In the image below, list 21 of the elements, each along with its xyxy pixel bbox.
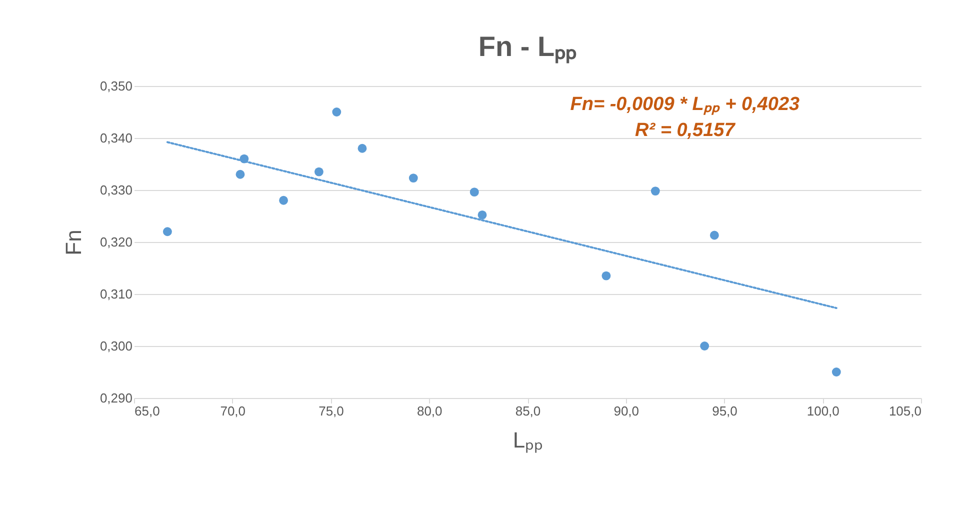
x-tick-label: 95,0 [712, 404, 738, 418]
y-tick-label: 0,340 [100, 130, 132, 146]
y-tick-label: 0,310 [100, 286, 132, 302]
x-tick-label: 80,0 [416, 404, 442, 418]
y-tick-label: 0,300 [100, 338, 132, 354]
annotation: Fn= -0,0009 * Lₚₚ + 0,4023 [570, 94, 800, 115]
chart-title: Fn - Lₚₚ [478, 31, 577, 64]
x-tick-label: 85,0 [515, 404, 541, 418]
y-tick-label: 0,320 [100, 234, 132, 250]
x-tick-label: 75,0 [318, 404, 344, 418]
x-tick-label: 105,0 [888, 404, 922, 418]
x-tick-label: 65,0 [134, 404, 160, 418]
x-tick-label: 90,0 [614, 404, 640, 418]
y-axis-title: Fn [60, 230, 86, 256]
x-tick-label: 100,0 [806, 404, 840, 418]
y-tick-label: 0,290 [100, 390, 132, 406]
x-tick-label: 70,0 [220, 404, 246, 418]
x-axis-title: Lₚₚ [512, 428, 544, 454]
y-tick-label: 0,330 [100, 182, 132, 198]
y-tick-label: 0,350 [100, 78, 132, 94]
annotation: R² = 0,5157 [634, 120, 736, 141]
